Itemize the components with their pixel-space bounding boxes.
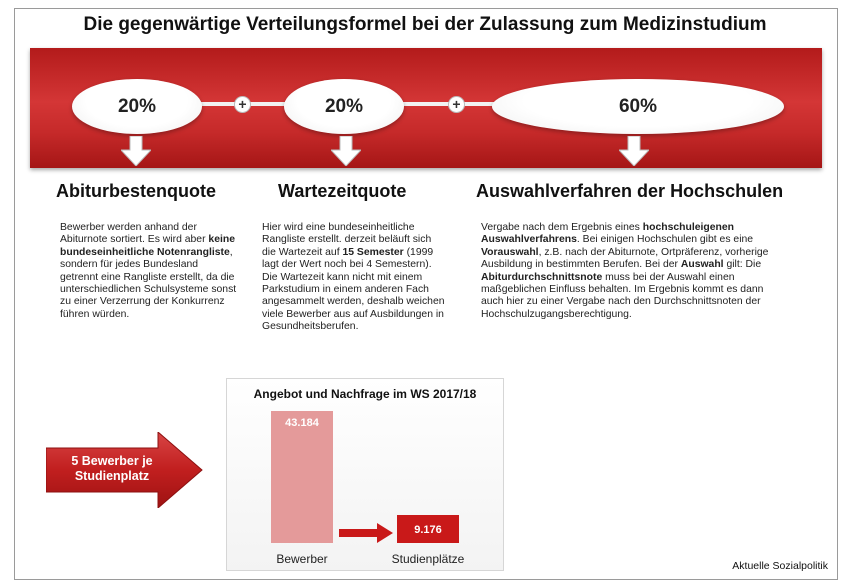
chart-bar-bewerber xyxy=(271,411,333,543)
description-text-run: . Bei einigen Hochschulen gibt es eine xyxy=(576,234,754,246)
plus-sign-1: + xyxy=(234,96,251,113)
heading-auswahlverfahren: Auswahlverfahren der Hochschulen xyxy=(476,181,784,201)
description-text-run: (1999 lagt der Wert noch bei 4 Semestern… xyxy=(262,246,445,333)
description-auswahlverfahren: Vergabe nach dem Ergebnis eines hochschu… xyxy=(481,222,777,321)
quota-percent: 60% xyxy=(618,95,658,117)
description-text-run: Auswahl xyxy=(680,259,724,271)
page-title: Die gegenwärtige Verteilungsformel bei d… xyxy=(83,14,767,35)
chart-bar-studienplaetze xyxy=(397,515,459,543)
quota-oval-wartezeitquote: 20% xyxy=(284,79,404,134)
description-text-run: , sondern für jedes Bundesland getrennt … xyxy=(60,246,237,320)
description-text-run: Vergabe nach dem Ergebnis eines xyxy=(481,222,643,233)
chart-category-label: Bewerber xyxy=(276,552,327,566)
quota-percent: 20% xyxy=(324,95,364,117)
description-text-run: Abiturdurchschnittsnote xyxy=(481,271,603,283)
down-arrow-icon xyxy=(121,136,151,166)
heading-wartezeitquote: Wartezeitquote xyxy=(278,181,407,201)
ratio-arrow-icon xyxy=(46,432,203,508)
supply-demand-chart: Angebot und Nachfrage im WS 2017/18 43.1… xyxy=(226,378,504,571)
description-text-run: muss bei der Auswahl einen maßgeblichen … xyxy=(481,271,764,320)
down-arrow-icon xyxy=(619,136,649,166)
description-text-run: , z.B. nach der Abiturnote, Ortpräferenz… xyxy=(481,246,769,271)
credit-label: Aktuelle Sozialpolitik xyxy=(732,560,828,572)
chart-data-label: 43.184 xyxy=(285,417,320,429)
description-text-run: Hier wird eine bundeseinheitliche Rangli… xyxy=(262,222,432,258)
description-text-run: keine bundeseinheitliche Notenrangliste xyxy=(60,234,235,258)
ratio-arrow-label: 5 Bewerber je Studienplatz xyxy=(71,454,153,483)
description-text-run: Vorauswahl xyxy=(481,246,539,258)
plus-sign-2: + xyxy=(448,96,465,113)
description-text-run: gilt: Die xyxy=(723,259,762,271)
quota-oval-auswahlverfahren: 60% xyxy=(492,79,784,134)
chart-category-label: Studienplätze xyxy=(392,552,465,566)
chart-title: Angebot und Nachfrage im WS 2017/18 xyxy=(253,387,477,401)
heading-abiturbestenquote: Abiturbestenquote xyxy=(56,181,216,201)
description-text-run: hochschuleigenen Auswahlverfahrens xyxy=(481,222,734,246)
description-abiturbestenquote: Bewerber werden anhand der Abiturnote so… xyxy=(60,222,238,321)
chart-data-label: 9.176 xyxy=(414,524,442,536)
quota-percent: 20% xyxy=(117,95,157,117)
description-wartezeitquote: Hier wird eine bundeseinheitliche Rangli… xyxy=(262,222,446,334)
chart-canvas: 43.184 Bewerber 9.176 Studienplätze xyxy=(271,411,465,566)
quota-oval-abiturbestenquote: 20% xyxy=(72,79,202,134)
chart-arrow-icon xyxy=(339,523,393,543)
description-text-run: Bewerber werden anhand der Abiturnote so… xyxy=(60,222,209,246)
description-text-run: 15 Semester xyxy=(342,246,404,258)
down-arrow-icon xyxy=(331,136,361,166)
